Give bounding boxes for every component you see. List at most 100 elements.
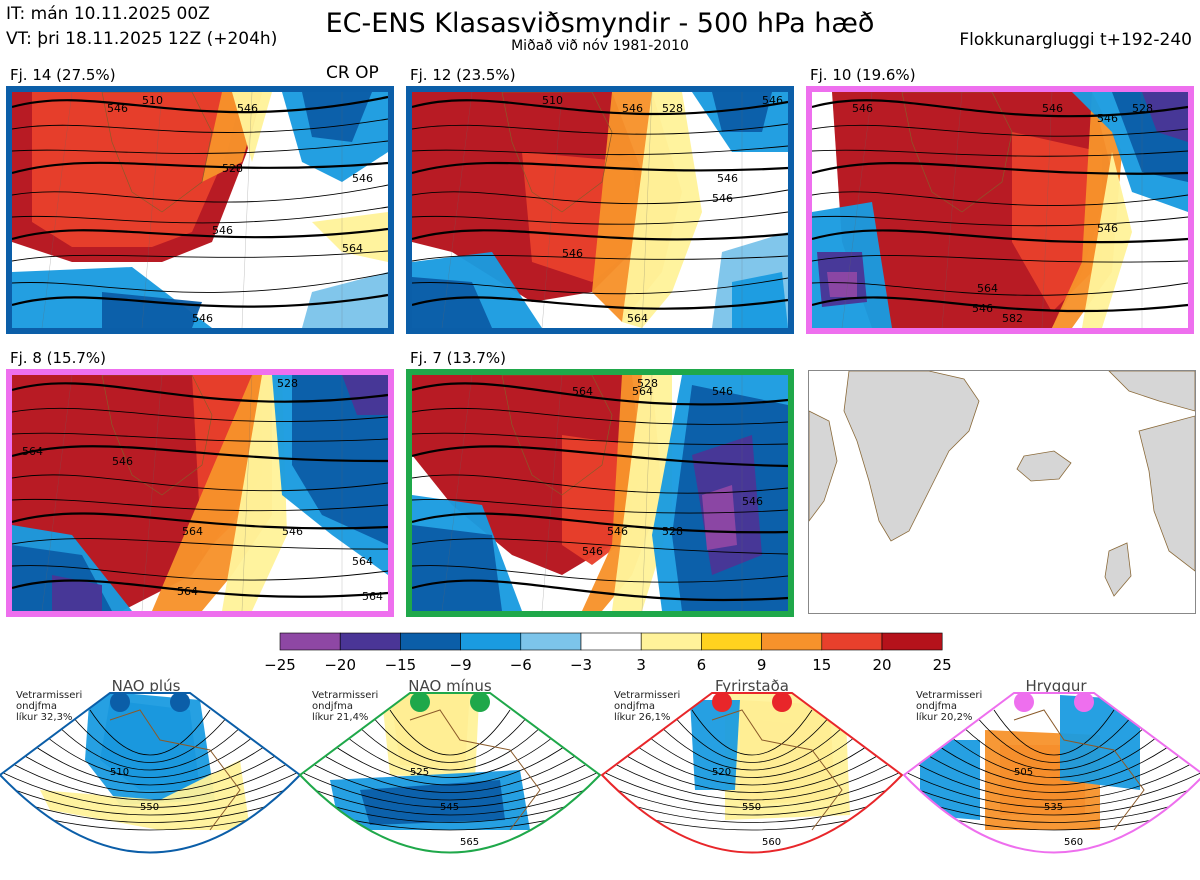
regime-contour	[904, 751, 1200, 808]
regime-contour	[957, 721, 1151, 771]
contour-label: 528	[662, 102, 683, 115]
regime-anomaly	[1060, 695, 1140, 790]
contour-label: 528	[662, 525, 683, 538]
cluster-map-4: 546 564 564 528 546 564 564 564	[6, 369, 394, 617]
height-contour	[412, 474, 788, 494]
regime-contour	[0, 769, 300, 831]
regime-composite-3: 520 550 560	[600, 692, 904, 854]
map-svg: 546 546 528 546 564 546 546 510	[12, 92, 388, 328]
regime-contour	[602, 751, 902, 808]
contour-label: 564	[342, 242, 363, 255]
regime-contour	[300, 751, 600, 808]
colorbar-bin	[460, 632, 522, 651]
height-contour	[12, 565, 388, 581]
height-contour	[412, 579, 788, 602]
anomaly-field	[1082, 152, 1132, 328]
height-contour	[412, 123, 788, 135]
anomaly-field	[302, 92, 372, 142]
regime-marker	[772, 692, 792, 712]
height-contour	[412, 538, 788, 555]
colorbar-tick-label: 25	[933, 656, 952, 674]
regime-contour	[904, 739, 1200, 793]
anomaly-field	[222, 375, 287, 611]
height-contour	[412, 277, 788, 295]
height-contour	[12, 184, 388, 203]
map-svg: 546 546 546 546 528 546 564 510	[412, 92, 788, 328]
height-contour	[12, 407, 388, 423]
anomaly-field	[732, 272, 788, 328]
cr-op-label: CR OP	[326, 63, 379, 83]
contour-label: 546	[582, 545, 603, 558]
regime-contour	[602, 739, 902, 793]
regime-outline	[0, 692, 302, 854]
contour-label: 546	[717, 172, 738, 185]
colorbar-bin	[400, 632, 461, 651]
regime-contour	[389, 709, 511, 756]
height-contour	[12, 293, 388, 308]
regime-contour	[904, 769, 1200, 831]
colorbar-bin	[701, 632, 762, 651]
height-contour	[812, 215, 1188, 227]
regime-contour-label: 525	[410, 767, 429, 778]
height-contour	[812, 124, 1188, 137]
regime-anomaly	[380, 693, 480, 780]
regime-contour-label: 560	[1064, 837, 1083, 848]
regime-1-text: Vetrarmisseri ondjfma líkur 32,3%	[16, 690, 83, 723]
colorbar-tick-label: 3	[636, 656, 646, 674]
cluster-map-5: 564 546 546 564 528 546 546 528	[406, 369, 794, 617]
regime-marker	[470, 692, 490, 712]
height-contour	[812, 282, 1188, 296]
regime-contour	[300, 745, 600, 801]
contour-label: 510	[542, 94, 563, 107]
height-contour	[12, 498, 388, 512]
regime-contour	[619, 733, 885, 786]
regime-contour	[602, 745, 902, 801]
regime-4-title: Hryggur	[1025, 677, 1087, 695]
regime-marker	[410, 692, 430, 712]
greenland-land	[843, 371, 980, 542]
contour-label: 546	[352, 172, 373, 185]
init-time: IT: mán 10.11.2025 00Z	[6, 4, 210, 24]
regime-contour	[300, 763, 600, 823]
regime-anomaly	[360, 780, 505, 825]
regime-1-title: NAO plús	[111, 677, 181, 695]
height-contour	[12, 118, 388, 133]
regime-marker	[1014, 692, 1034, 712]
contour-label: 564	[977, 282, 998, 295]
height-contour	[12, 95, 388, 114]
height-contour	[412, 211, 788, 225]
height-contour	[412, 512, 788, 534]
cluster-map-1: 546 546 528 546 564 546 546 510	[6, 86, 394, 334]
contour-label: 546	[712, 385, 733, 398]
regime-outline	[902, 692, 1200, 854]
regime-contour	[89, 709, 211, 756]
panel-1-label: Fj. 14 (27.5%)	[10, 66, 116, 84]
regime-2-text: Vetrarmisseri ondjfma líkur 21,4%	[312, 690, 379, 723]
contour-label: 546	[712, 192, 733, 205]
contour-label: 564	[22, 445, 43, 458]
height-contour	[412, 229, 788, 241]
regime-contour	[71, 715, 229, 763]
grid-line	[441, 375, 473, 611]
colorbar-tick-label: −9	[450, 656, 472, 674]
anomaly-field	[232, 92, 272, 162]
height-contour	[12, 227, 388, 241]
regime-anomaly	[920, 740, 980, 820]
regime-contour	[602, 763, 902, 823]
height-contour	[812, 255, 1188, 263]
anomaly-field	[342, 375, 388, 415]
colorbar-tick-label: −15	[385, 656, 417, 674]
contour-label: 546	[607, 525, 628, 538]
height-contour	[412, 189, 788, 205]
page-title: EC-ENS Klasasviðsmyndir - 500 hPa hæð	[325, 8, 875, 39]
grid-line	[841, 92, 873, 328]
regime-4-text: Vetrarmisseri ondjfma líkur 20,2%	[916, 690, 983, 723]
regime-coastline	[409, 709, 541, 831]
regime-marker	[170, 692, 190, 712]
iceland-land	[1016, 450, 1072, 482]
anomaly-field	[1012, 132, 1102, 312]
grid-line	[541, 375, 563, 611]
height-contour	[412, 498, 788, 514]
anomaly-colorbar: −25 −20 −15 −9 −6 −3 3 6 9 15 20 25	[0, 625, 1200, 679]
height-contour	[812, 99, 1188, 118]
